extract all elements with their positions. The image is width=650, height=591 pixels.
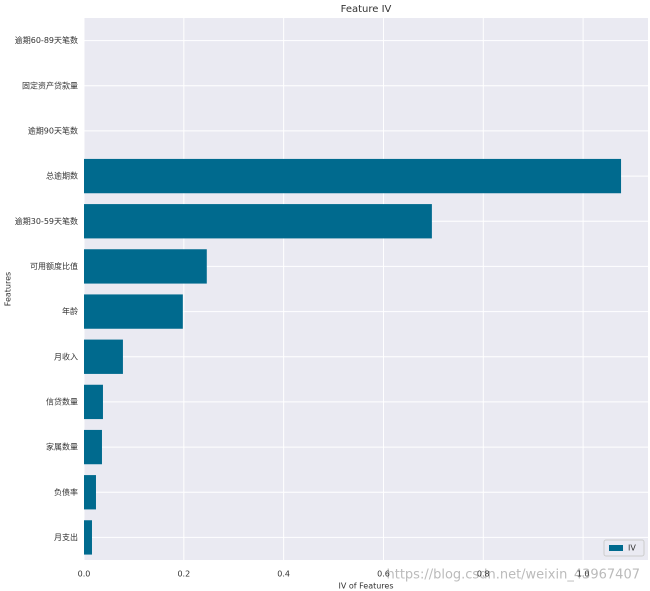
y-tick-label: 固定资产贷款量 [22, 80, 78, 90]
bar [84, 429, 102, 465]
bar [84, 339, 123, 374]
y-axis-label: Features [4, 272, 13, 306]
y-tick-label: 月支出 [54, 532, 78, 542]
bar [84, 520, 92, 555]
x-tick-label: 0.6 [377, 570, 390, 579]
bar [84, 384, 103, 420]
x-tick-label: 0.2 [177, 570, 190, 579]
y-tick-label: 家属数量 [46, 442, 78, 452]
watermark: https://blog.csdn.net/weixin_43967407 [386, 568, 640, 583]
y-tick-label: 信贷数量 [46, 396, 78, 406]
bar [84, 158, 622, 194]
marks [84, 158, 622, 555]
legend-swatch [609, 545, 623, 551]
y-tick-label: 可用额度比值 [30, 261, 78, 271]
x-tick-label: 0.4 [277, 570, 290, 579]
bar [84, 204, 432, 239]
plot-area [84, 18, 648, 560]
y-tick-label: 逾期90天笔数 [28, 125, 78, 135]
x-axis-label: IV of Features [338, 582, 393, 591]
x-tick-label: 0.0 [78, 570, 91, 579]
chart-title: Feature IV [341, 4, 392, 15]
y-tick-label: 逾期30-59天笔数 [15, 216, 78, 226]
x-tick-label: 0.8 [477, 570, 490, 579]
legend-box [603, 539, 645, 557]
bar [84, 249, 207, 284]
y-tick-label: 年龄 [62, 306, 78, 316]
bar [84, 475, 96, 510]
x-tick-label: 1.0 [577, 570, 590, 579]
y-tick-label: 逾期60-89天笔数 [15, 35, 78, 45]
legend-label: IV [628, 544, 636, 553]
bar [84, 294, 183, 329]
y-tick-label: 负债率 [54, 487, 78, 497]
y-tick-label: 月收入 [54, 351, 78, 361]
y-tick-label: 总逾期数 [46, 171, 78, 181]
